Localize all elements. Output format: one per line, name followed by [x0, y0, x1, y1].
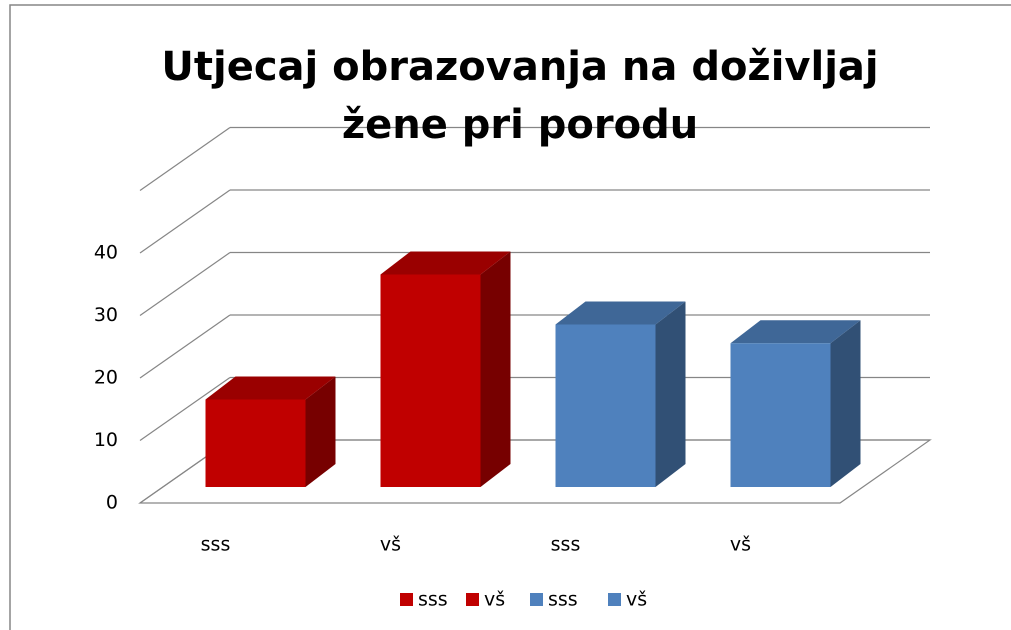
grid-line	[139, 127, 231, 191]
bar	[730, 343, 831, 487]
bar	[205, 399, 306, 487]
y-tick-label: 0	[106, 492, 118, 514]
bar-top	[380, 251, 511, 275]
y-tick-label: 10	[94, 429, 118, 451]
bar-side	[480, 251, 511, 487]
x-tick-label: sss	[551, 534, 581, 556]
x-tick-label: vš	[380, 534, 401, 556]
bar-side	[655, 301, 686, 487]
y-tick-label: 20	[94, 367, 118, 389]
bar-top	[205, 376, 336, 400]
chart-border	[9, 4, 1011, 630]
y-tick-label: 30	[94, 304, 118, 326]
chart-title: Utjecaj obrazovanja na doživljaj žene pr…	[161, 44, 879, 148]
bar-top	[555, 301, 686, 325]
legend-swatch	[608, 593, 621, 606]
legend-label: vš	[626, 589, 647, 611]
y-tick-label: 40	[94, 242, 118, 264]
legend-swatch	[530, 593, 543, 606]
bar-side	[830, 320, 861, 487]
grid-line	[139, 252, 231, 316]
legend-label: sss	[548, 589, 578, 611]
legend-label: sss	[418, 589, 448, 611]
x-tick-label: sss	[201, 534, 231, 556]
x-tick-label: vš	[730, 534, 751, 556]
bar	[380, 274, 481, 487]
legend-label: vš	[484, 589, 505, 611]
legend-swatch	[466, 593, 479, 606]
bar-side	[305, 376, 336, 487]
grid-line	[139, 189, 231, 254]
grid-line	[139, 314, 231, 379]
bar-top	[730, 320, 861, 344]
grid-line	[139, 377, 231, 441]
bar	[555, 324, 656, 487]
legend-swatch	[400, 593, 413, 606]
